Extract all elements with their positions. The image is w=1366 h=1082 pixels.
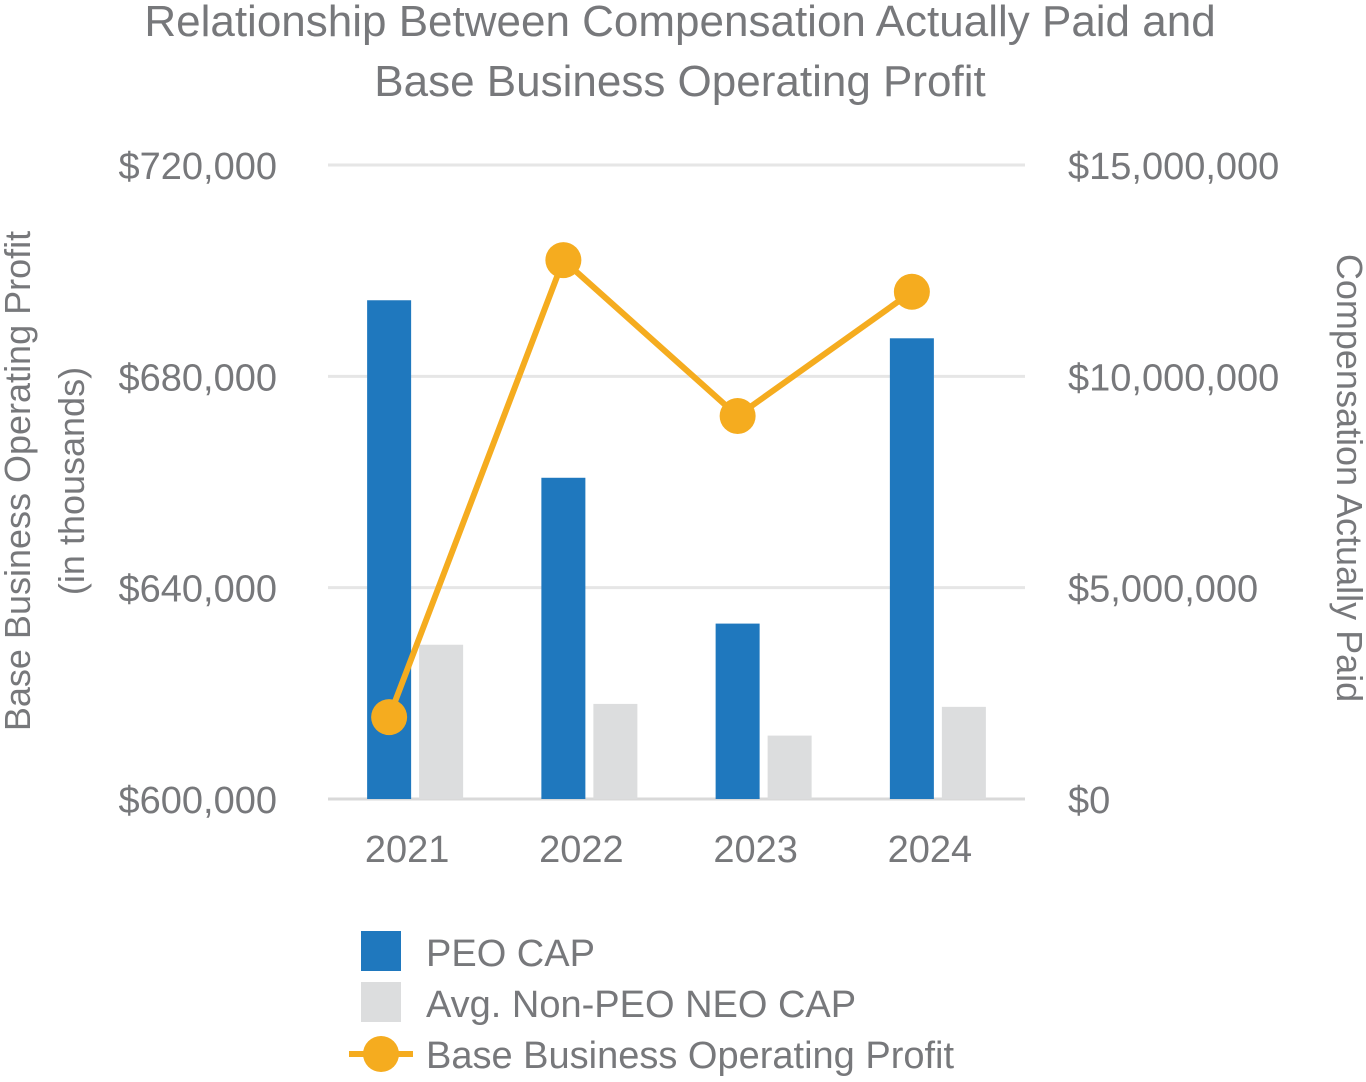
bar-series (367, 300, 986, 799)
x-axis-tick-label: 2024 (888, 829, 973, 871)
legend-swatch (361, 931, 401, 971)
legend: PEO CAP Avg. Non-PEO NEO CAP Base Business… (349, 931, 954, 1077)
bar-peo-cap (889, 338, 934, 799)
x-axis-tick-label: 2023 (713, 829, 798, 871)
right-axis-tick-label: $5,000,000 (1068, 569, 1258, 611)
right-axis-tick-label: $15,000,000 (1068, 146, 1279, 188)
legend-label: Avg. Non-PEO NEO CAP (426, 984, 856, 1026)
bar-peo-cap (715, 623, 760, 799)
line-series (371, 242, 930, 736)
axes: $600,000 $640,000 $680,000 $720,000 $0 $5,000… (119, 146, 1280, 871)
left-axis-label-line-1: Base Business Operating Profit (0, 231, 38, 731)
bar-avg-non-peo-neo-cap (419, 644, 464, 799)
bar-avg-non-peo-neo-cap (941, 706, 986, 799)
right-axis-label: Compensation Actually Paid (1329, 254, 1366, 702)
chart-title-line-1: Relationship Between Compensation Actual… (144, 0, 1215, 46)
bar-avg-non-peo-neo-cap (767, 735, 812, 799)
line-point (371, 699, 408, 736)
x-axis-tick-label: 2021 (365, 829, 450, 871)
legend-marker (363, 1036, 399, 1072)
left-axis-label-line-2: (in thousands) (51, 367, 92, 595)
legend-label: PEO CAP (426, 933, 595, 975)
left-axis-tick-label: $600,000 (119, 780, 278, 822)
right-axis-tick-label: $0 (1068, 780, 1110, 822)
left-axis-tick-label: $680,000 (119, 357, 278, 399)
right-axis-tick-label: $10,000,000 (1068, 357, 1279, 399)
legend-label: Base Business Operating Profit (426, 1035, 954, 1077)
left-axis-tick-label: $640,000 (119, 569, 278, 611)
left-axis-tick-label: $720,000 (119, 146, 278, 188)
line-point (893, 273, 930, 310)
bar-avg-non-peo-neo-cap (593, 703, 638, 799)
line-point (545, 242, 582, 279)
line-point (719, 397, 756, 434)
x-axis-tick-label: 2022 (539, 829, 624, 871)
legend-swatch (361, 982, 401, 1022)
line-base-business-operating-profit (386, 257, 914, 719)
chart-title-line-2: Base Business Operating Profit (374, 57, 985, 106)
bar-peo-cap (541, 477, 586, 799)
